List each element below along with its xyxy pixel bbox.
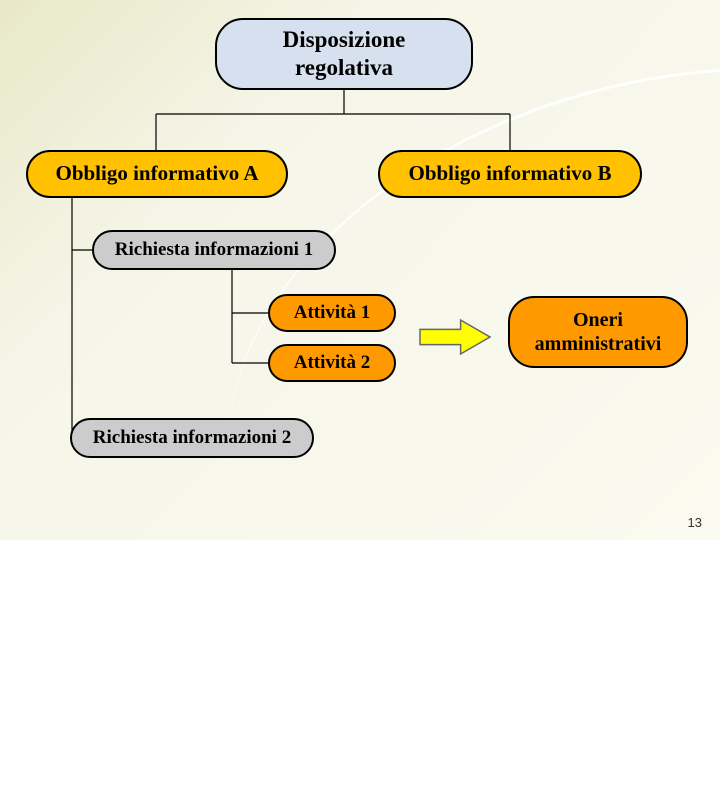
node-root: Disposizioneregolativa [215,18,473,90]
page-number: 13 [688,515,702,530]
arrow-icon [420,320,490,354]
node-attivita2: Attività 2 [268,344,396,382]
node-attivita1: Attività 1 [268,294,396,332]
node-richiesta2: Richiesta informazioni 2 [70,418,314,458]
node-obbligoA: Obbligo informativo A [26,150,288,198]
node-oneri: Oneriamministrativi [508,296,688,368]
diagram: Disposizioneregolativa Obbligo informativ… [0,0,720,540]
node-obbligoB: Obbligo informativo B [378,150,642,198]
node-richiesta1: Richiesta informazioni 1 [92,230,336,270]
